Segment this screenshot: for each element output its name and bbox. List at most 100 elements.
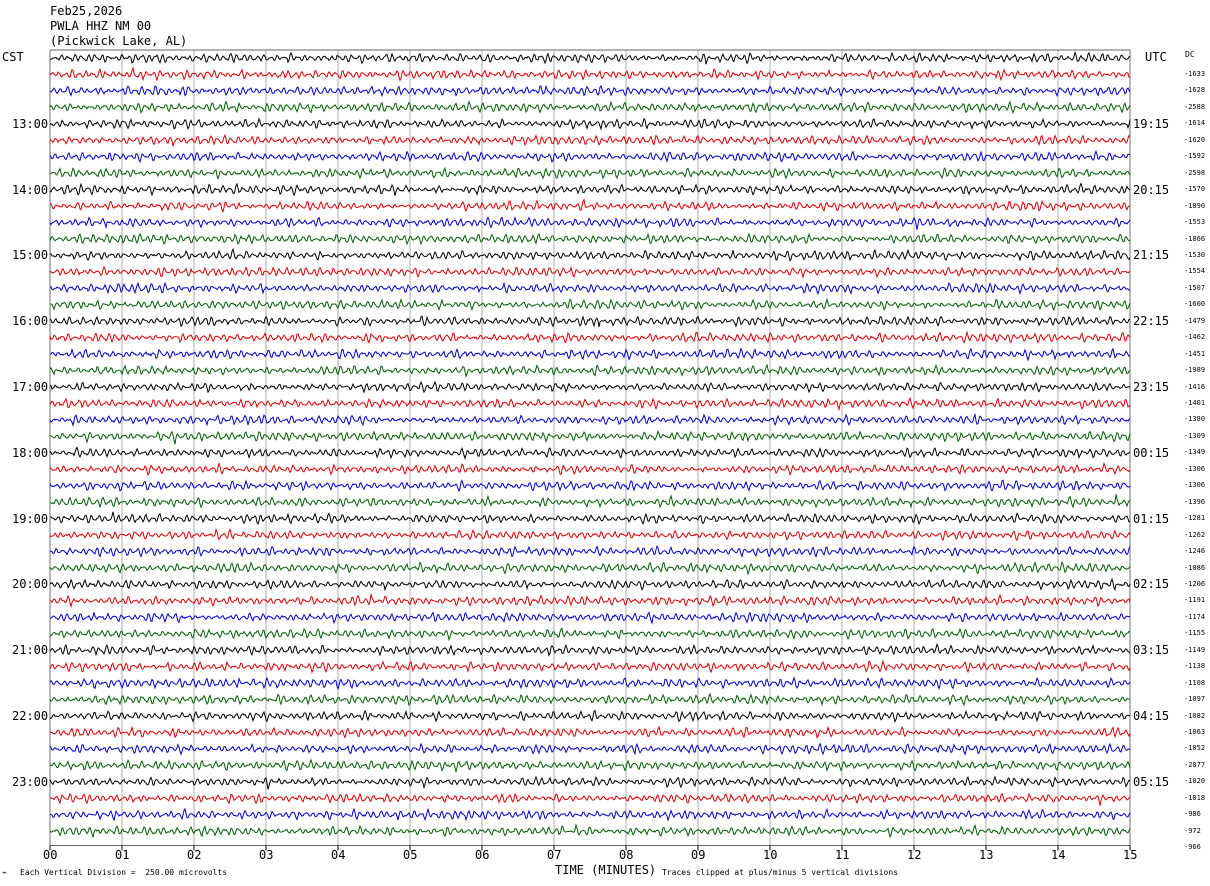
trace-line <box>49 758 1131 774</box>
trace-line <box>49 380 1131 394</box>
x-tick-label: 06 <box>475 848 490 863</box>
dc-offset-label: -1191 <box>1184 596 1206 605</box>
trace-line <box>49 149 1131 164</box>
dc-offset-label: -972 <box>1184 826 1201 835</box>
utc-hour-label: 03:15 <box>1133 643 1170 658</box>
trace-line <box>49 446 1131 460</box>
dc-offset-label: -1097 <box>1184 695 1206 704</box>
trace-line <box>49 265 1131 280</box>
dc-offset-label: -1628 <box>1184 86 1206 95</box>
utc-hour-label: 04:15 <box>1133 709 1170 723</box>
cst-hour-label: 21:00 <box>12 643 49 658</box>
trace-line <box>49 50 1131 65</box>
trace-line <box>49 99 1131 115</box>
trace-line <box>49 725 1131 739</box>
dc-offset-label: -1380 <box>1184 415 1206 424</box>
trace-line <box>49 560 1131 576</box>
trace-line <box>49 315 1131 328</box>
trace-line <box>49 659 1131 674</box>
dc-offset-label: -1554 <box>1184 267 1206 276</box>
utc-hour-label: 23:15 <box>1133 380 1170 394</box>
utc-hour-label: 02:15 <box>1133 577 1170 592</box>
dc-offset-label: -1246 <box>1184 547 1206 556</box>
dc-offset-label: -1451 <box>1184 349 1206 358</box>
dc-offset-label: -1206 <box>1184 579 1206 588</box>
cst-hour-label: 22:00 <box>12 709 49 723</box>
trace-line <box>49 461 1131 477</box>
x-tick-label: 08 <box>619 848 634 863</box>
trace-line <box>49 182 1131 197</box>
dc-offset-label: -1989 <box>1184 366 1206 375</box>
cst-hour-label: 16:00 <box>12 314 49 329</box>
dc-offset-label: -1592 <box>1184 152 1206 161</box>
x-axis-ticks <box>49 845 1131 851</box>
x-tick-label: 13 <box>979 848 994 863</box>
dc-offset-label: -1416 <box>1184 382 1206 391</box>
dc-offset-label: -1479 <box>1184 316 1206 325</box>
trace-line <box>49 742 1131 756</box>
dc-offset-label: -1020 <box>1184 777 1206 786</box>
x-tick-label: 10 <box>763 848 778 863</box>
trace-line <box>49 66 1131 82</box>
cst-hour-label: 23:00 <box>12 774 49 789</box>
trace-line <box>49 247 1131 262</box>
trace-line <box>49 675 1131 691</box>
x-tick-label: 01 <box>115 848 130 863</box>
dc-offset-label: -1570 <box>1184 185 1206 194</box>
cst-hour-label: 19:00 <box>12 511 49 526</box>
trace-line <box>49 133 1131 147</box>
dc-offset-label: -966 <box>1184 843 1201 852</box>
dc-offset-label: -1507 <box>1184 283 1206 292</box>
dc-offset-label: -1401 <box>1184 399 1206 407</box>
dc-offset-label: -2588 <box>1184 102 1206 111</box>
utc-hour-label: 01:15 <box>1133 511 1170 526</box>
seismic-traces <box>49 50 1131 839</box>
x-tick-label: 14 <box>1051 848 1066 863</box>
dc-offset-label: -1108 <box>1184 678 1206 687</box>
trace-line <box>49 627 1131 642</box>
x-tick-label: 05 <box>403 848 418 863</box>
trace-line <box>49 232 1131 246</box>
dc-offset-label: -1155 <box>1184 629 1206 638</box>
trace-line <box>49 330 1131 345</box>
dc-offset-label: -1262 <box>1184 530 1206 539</box>
x-tick-label: 03 <box>259 848 274 863</box>
dc-offset-label: -1281 <box>1184 514 1206 523</box>
trace-line <box>49 611 1131 625</box>
trace-line <box>49 643 1131 657</box>
utc-hour-label: 05:15 <box>1133 774 1170 789</box>
dc-offset-label: -1633 <box>1184 70 1206 78</box>
dc-offset-label: -1174 <box>1184 612 1206 621</box>
trace-line <box>49 166 1131 181</box>
dc-offset-label: -2077 <box>1184 760 1206 769</box>
dc-offset-label: -1063 <box>1184 728 1206 736</box>
trace-line <box>49 775 1131 790</box>
trace-line <box>49 479 1131 493</box>
dc-offset-label: -1620 <box>1184 135 1206 144</box>
utc-hour-label: 20:15 <box>1133 182 1170 197</box>
dc-offset-label: -1052 <box>1184 744 1206 753</box>
trace-line <box>49 412 1131 427</box>
trace-line <box>49 511 1131 526</box>
minute-gridlines <box>49 49 1131 846</box>
trace-line <box>49 281 1131 296</box>
dc-offset-label: -1082 <box>1184 711 1206 720</box>
utc-hour-label: 21:15 <box>1133 248 1170 263</box>
dc-offset-label: -1614 <box>1184 119 1206 128</box>
cst-hour-label: 20:00 <box>12 577 49 592</box>
trace-line <box>49 577 1131 592</box>
x-tick-label: 15 <box>1123 848 1138 863</box>
dc-offset-label: -1138 <box>1184 662 1206 671</box>
cst-hour-label: 13:00 <box>12 116 49 131</box>
dc-offset-label: -1306 <box>1184 481 1206 490</box>
clip-note: Traces clipped at plus/minus 5 vertical … <box>662 868 899 877</box>
dc-offset-label: -1306 <box>1184 464 1206 473</box>
dc-offset-label: -1866 <box>1184 234 1206 243</box>
utc-hour-label: 22:15 <box>1133 314 1170 329</box>
x-tick-label: 12 <box>907 848 922 863</box>
dc-offset-label: -1530 <box>1184 250 1206 259</box>
dc-offset-label: -1018 <box>1184 793 1206 802</box>
x-tick-label: 00 <box>43 848 58 863</box>
trace-line <box>49 593 1131 609</box>
